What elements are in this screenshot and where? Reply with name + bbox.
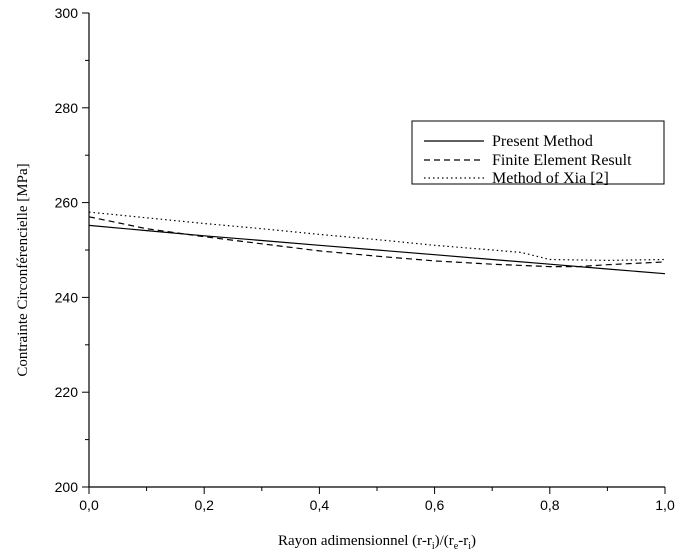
x-tick-label: 0,2 bbox=[194, 497, 214, 513]
legend-label-present-method: Present Method bbox=[492, 133, 593, 150]
series-line-method-of-xia bbox=[88, 211, 666, 262]
x-tick-label: 0,8 bbox=[540, 497, 560, 513]
x-tick-label: 0,4 bbox=[310, 497, 330, 513]
legend-label-method-of-xia: Method of Xia [2] bbox=[492, 170, 609, 187]
x-tick-label: 1,0 bbox=[655, 497, 675, 513]
plot-axes: 0,0 0,2 0,4 0,6 0,8 1,0 200 220 240 260 280 300 bbox=[55, 5, 675, 513]
legend-box bbox=[411, 120, 665, 185]
y-axis-title: Contrainte Circonférencielle [MPa] bbox=[15, 163, 31, 376]
y-tick-label: 280 bbox=[55, 100, 79, 116]
series-line-present-method bbox=[88, 224, 666, 275]
series-layer bbox=[88, 211, 666, 275]
y-tick-label: 300 bbox=[55, 5, 79, 21]
x-tick-label: 0,0 bbox=[79, 497, 99, 513]
y-tick-label: 220 bbox=[55, 384, 79, 400]
x-tick-label: 0,6 bbox=[425, 497, 445, 513]
x-axis-title: Rayon adimensionnel (r-ri)/(re-ri) bbox=[278, 533, 476, 552]
legend: Present Method Finite Element Result Met… bbox=[411, 120, 665, 187]
y-tick-label: 260 bbox=[55, 195, 79, 211]
y-tick-label: 240 bbox=[55, 289, 79, 305]
legend-label-finite-element: Finite Element Result bbox=[492, 152, 632, 169]
y-tick-label: 200 bbox=[55, 479, 79, 495]
series-line-finite-element bbox=[88, 216, 666, 268]
